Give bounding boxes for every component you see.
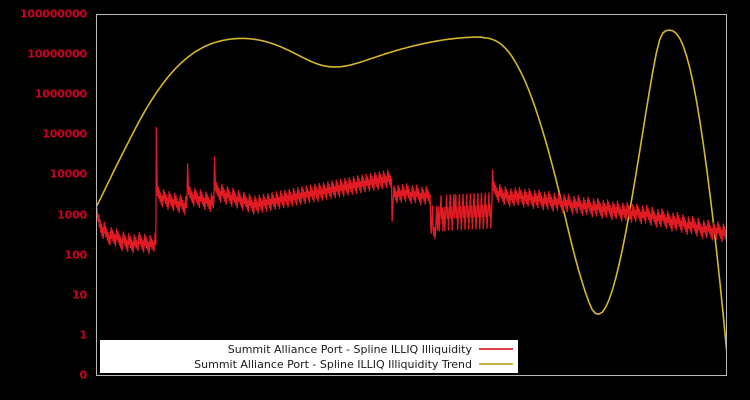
y-tick-label: 100000000: [19, 7, 87, 21]
y-axis: 100000000 10000000 1000000 100000 10000 1000 1…: [0, 0, 96, 400]
y-tick-label: 0: [79, 368, 88, 382]
y-tick-label: 100000: [42, 127, 87, 141]
legend-swatch-illiquidity: [479, 348, 513, 350]
plot-area: [96, 14, 727, 376]
y-tick-label: 1000000: [34, 87, 87, 101]
y-tick-label: 10000000: [27, 47, 87, 61]
legend-entry-illiquidity: Summit Alliance Port - Spline ILLIQ Illi…: [101, 342, 513, 357]
legend-label-illiquidity-trend: Summit Alliance Port - Spline ILLIQ Illi…: [194, 357, 472, 371]
chart-legend: Summit Alliance Port - Spline ILLIQ Illi…: [100, 340, 518, 373]
y-tick-label: 1000: [57, 208, 87, 222]
plot-svg: [97, 29, 726, 353]
series-line-illiquidity: [97, 127, 726, 255]
legend-swatch-illiquidity-trend: [479, 363, 513, 365]
y-tick-label: 1: [79, 328, 88, 342]
y-tick-label: 100: [64, 248, 88, 262]
y-tick-label: 10: [72, 288, 87, 302]
y-tick-label: 10000: [49, 167, 87, 181]
series-line-trend: [97, 29, 726, 353]
legend-entry-illiquidity-trend: Summit Alliance Port - Spline ILLIQ Illi…: [101, 357, 513, 372]
legend-label-illiquidity: Summit Alliance Port - Spline ILLIQ Illi…: [227, 342, 472, 356]
